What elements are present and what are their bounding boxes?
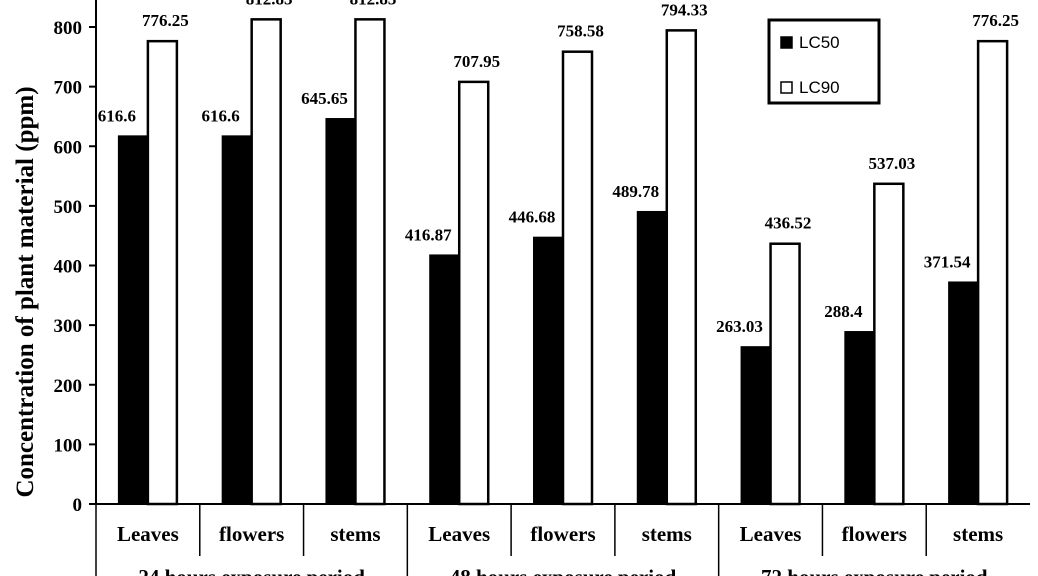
bar-lc50 [740,346,772,505]
data-label-lc50: 288.4 [824,302,863,321]
bar-lc50 [844,331,876,505]
x-group-label: 72 hours exposure period [761,565,988,576]
bar-lc90 [665,29,698,506]
x-category-label: Leaves [740,522,802,546]
bar-lc90 [976,39,1009,506]
bars [117,18,1009,506]
legend-label-lc90: LC90 [799,78,840,97]
bar-lc50 [636,210,668,505]
data-label-lc50: 446.68 [509,208,556,227]
bar-lc90 [769,242,801,506]
data-label-lc50: 616.6 [98,106,136,125]
x-category-label: stems [953,522,1003,546]
legend: LC50 LC90 [767,18,881,105]
bar-lc50 [533,236,564,505]
y-tick-label: 400 [54,257,83,278]
y-axis-title: Concentration of plant material (ppm) [12,86,39,497]
y-tick-label: 700 [54,78,83,99]
data-labels: 616.6 776.25 616.6 812.83 645.65 812.83 416.87… [98,0,1019,336]
data-label-lc90: 776.25 [142,11,189,30]
y-tick-label: 200 [54,376,83,397]
y-tick-label: 300 [54,316,83,337]
data-label-lc90: 812.83 [246,0,293,8]
x-category-labels: Leaves flowers stems Leaves flowers stems Leav… [117,522,1003,546]
data-label-lc50: 645.65 [301,89,348,108]
bar-lc90 [457,80,490,506]
y-axis-title-group: Concentration of plant material (ppm) [12,86,39,497]
data-label-lc90: 707.95 [453,52,500,71]
data-label-lc50: 616.6 [202,106,240,125]
x-category-label: flowers [842,522,907,546]
x-category-label: flowers [530,522,595,546]
bar-lc90 [250,18,282,506]
bar-lc50 [325,118,357,505]
bar-lc90 [146,39,179,506]
x-category-label: flowers [219,522,284,546]
data-label-lc90: 436.52 [765,214,812,233]
y-tick-labels: 0 100 200 300 400 500 600 700 800 [54,18,83,516]
data-label-lc50: 489.78 [612,182,659,201]
bar-lc90 [354,18,386,506]
y-tick-label: 600 [54,137,83,158]
x-category-label: stems [642,522,692,546]
y-tick-label: 500 [54,197,83,218]
x-category-label: Leaves [117,522,179,546]
x-category-label: stems [330,522,380,546]
bar-lc90 [561,50,594,506]
bar-lc50 [948,281,980,505]
data-label-lc90: 776.25 [972,11,1019,30]
legend-swatch-lc50 [780,36,793,49]
bar-lc90 [873,182,905,506]
bar-lc50 [429,254,461,505]
data-label-lc50: 416.87 [405,225,452,244]
data-label-lc90: 758.58 [557,22,604,41]
bar-lc50 [221,135,253,505]
y-tick-label: 100 [54,435,83,456]
legend-swatch-lc90 [780,81,793,94]
x-group-labels: 24 hours exposure period 48 hours exposur… [138,565,988,576]
data-label-lc90: 794.33 [661,0,708,19]
y-tick-label: 800 [54,18,83,39]
data-label-lc50: 371.54 [924,252,971,271]
data-label-lc50: 263.03 [716,317,763,336]
data-label-lc90: 812.83 [350,0,397,8]
x-category-label: Leaves [428,522,490,546]
data-label-lc90: 537.03 [868,154,915,173]
legend-box [767,18,881,105]
bar-lc50 [117,135,149,505]
x-group-label: 48 hours exposure period [450,565,677,576]
x-group-label: 24 hours exposure period [138,565,365,576]
y-tick-label: 0 [73,495,83,516]
legend-label-lc50: LC50 [799,33,840,52]
